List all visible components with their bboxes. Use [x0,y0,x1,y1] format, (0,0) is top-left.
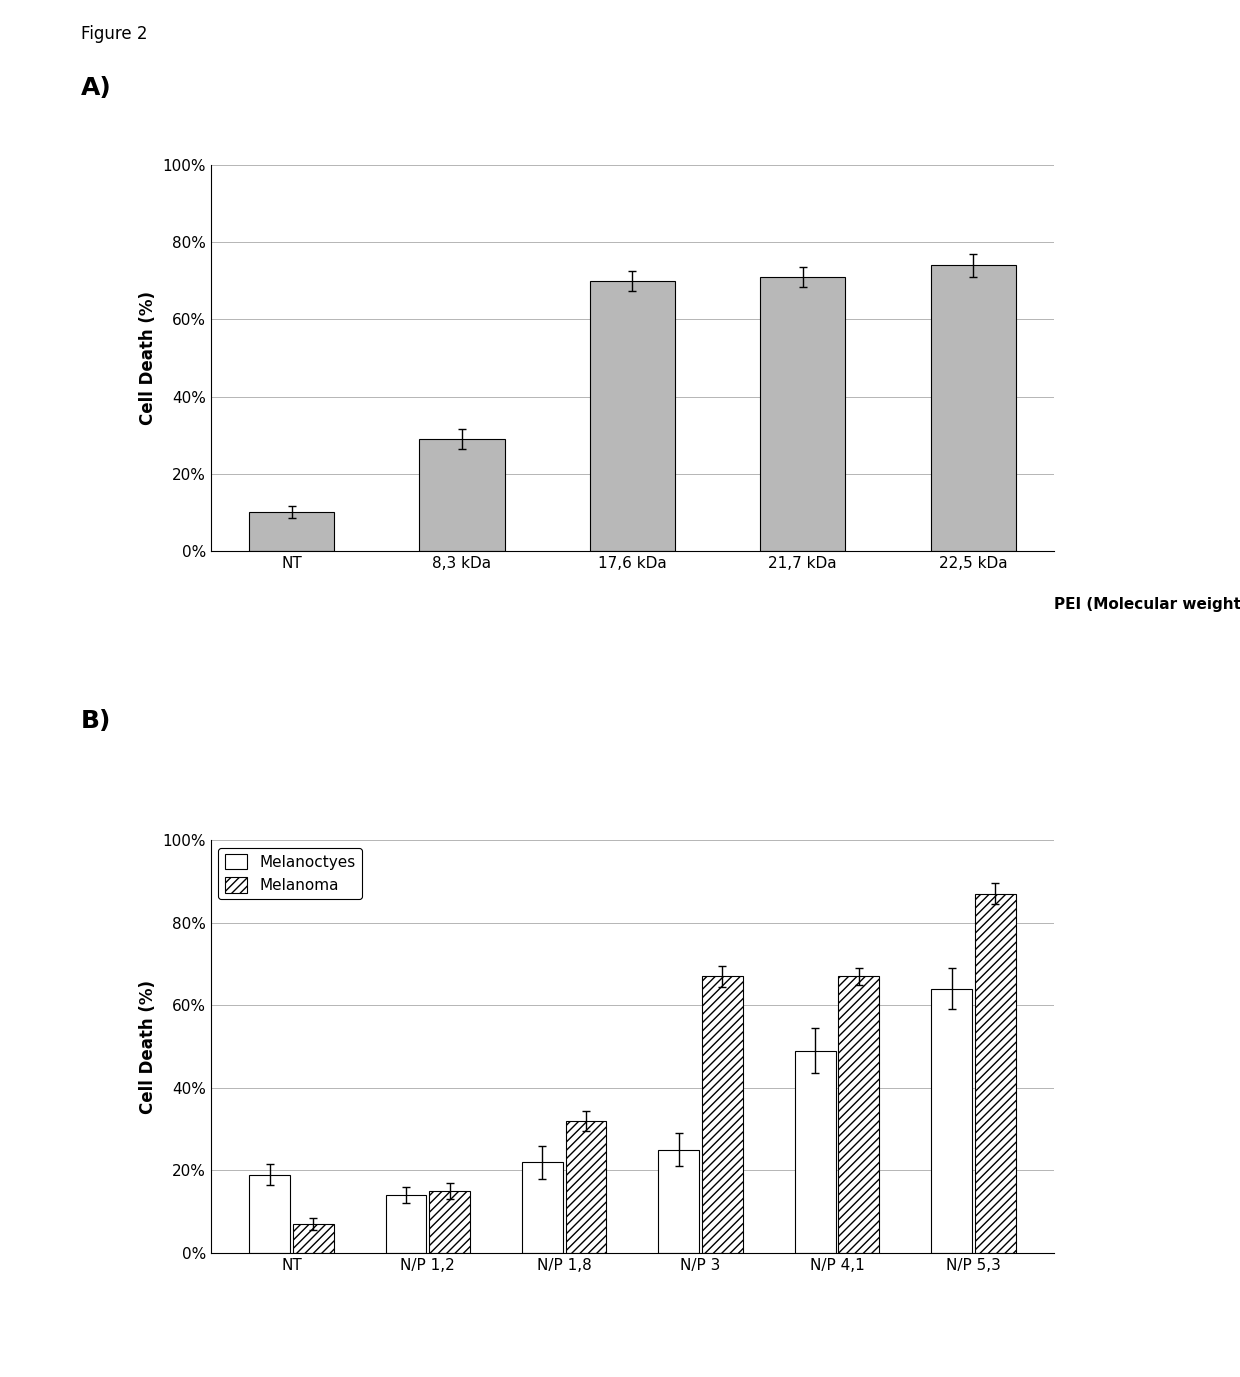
Legend: Melanoctyes, Melanoma: Melanoctyes, Melanoma [218,848,362,899]
Bar [249,1175,290,1253]
Bar [975,894,1016,1253]
Bar [590,281,675,551]
Bar [249,512,335,551]
Bar [565,1121,606,1253]
Bar [419,439,505,551]
Bar [795,1051,836,1253]
Bar [429,1191,470,1253]
Bar [931,989,972,1253]
Text: PEI (Molecular weight): PEI (Molecular weight) [1054,598,1240,611]
Bar [658,1150,699,1253]
Y-axis label: Cell Death (%): Cell Death (%) [139,979,157,1114]
Bar [702,976,743,1253]
Bar [293,1224,334,1253]
Bar [930,266,1016,551]
Bar [386,1195,427,1253]
Bar [522,1162,563,1253]
Text: A): A) [81,76,112,99]
Text: B): B) [81,709,110,733]
Bar [838,976,879,1253]
Bar [760,277,846,551]
Y-axis label: Cell Death (%): Cell Death (%) [139,291,157,425]
Text: Figure 2: Figure 2 [81,25,148,43]
